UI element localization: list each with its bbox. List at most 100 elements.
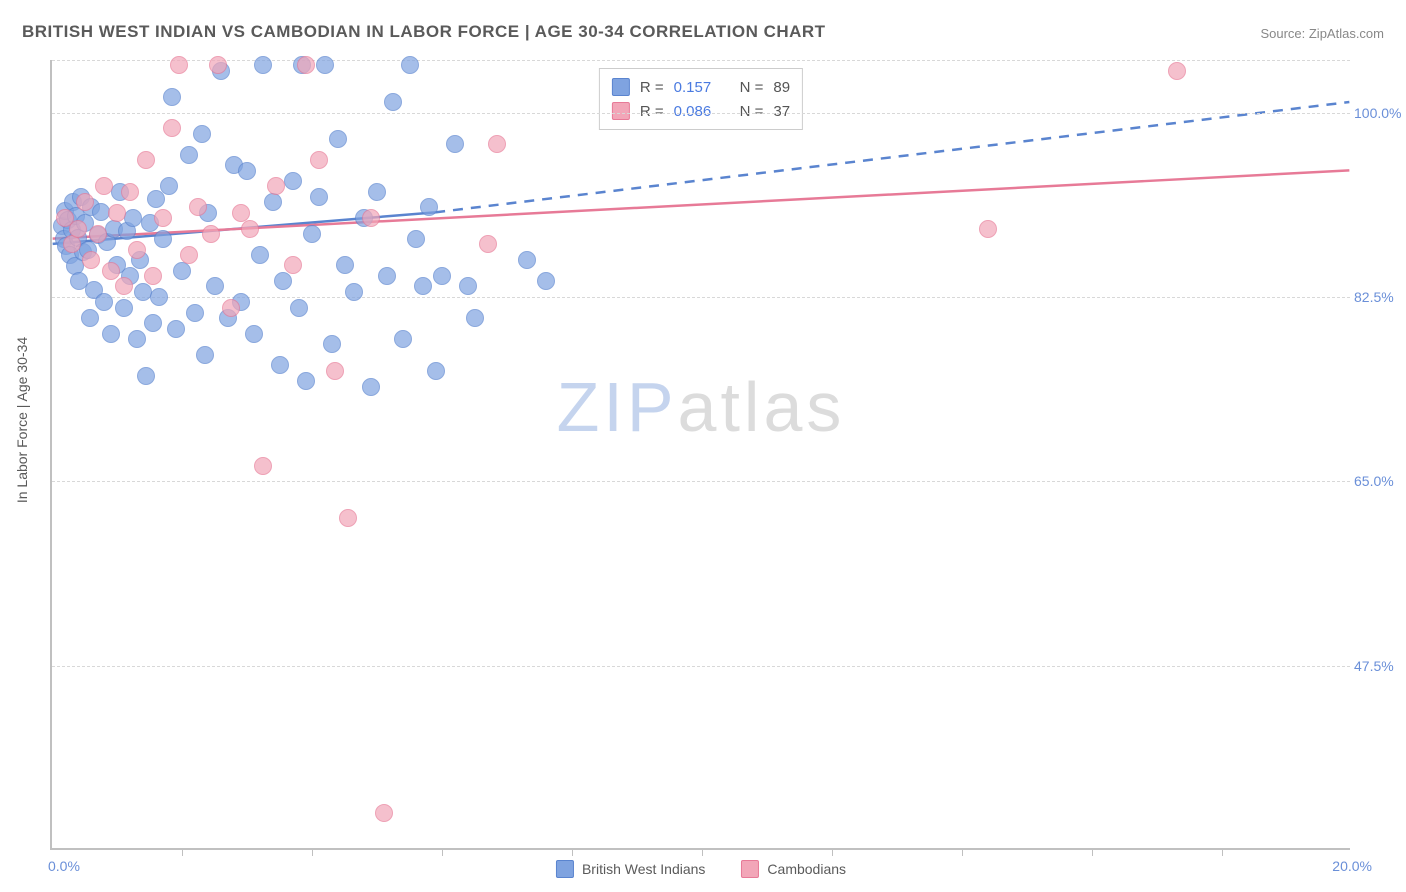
- n-value: 89: [773, 79, 790, 96]
- x-axis-max-label: 20.0%: [1332, 858, 1372, 874]
- scatter-point: [76, 193, 94, 211]
- scatter-point: [173, 262, 191, 280]
- watermark: ZIPatlas: [557, 367, 846, 447]
- scatter-point: [420, 198, 438, 216]
- y-tick-label: 82.5%: [1354, 289, 1406, 305]
- scatter-point: [459, 277, 477, 295]
- x-axis-min-label: 0.0%: [48, 858, 80, 874]
- scatter-point: [238, 162, 256, 180]
- scatter-point: [384, 93, 402, 111]
- scatter-point: [267, 177, 285, 195]
- legend-label: Cambodians: [767, 861, 846, 877]
- scatter-point: [284, 256, 302, 274]
- legend-swatch: [612, 102, 630, 120]
- n-value: 37: [773, 103, 790, 120]
- r-value: 0.086: [674, 103, 724, 120]
- scatter-point: [303, 225, 321, 243]
- scatter-point: [163, 119, 181, 137]
- scatter-point: [160, 177, 178, 195]
- scatter-point: [284, 172, 302, 190]
- scatter-point: [290, 299, 308, 317]
- gridline-horizontal: [52, 113, 1350, 114]
- legend-item: British West Indians: [556, 860, 705, 878]
- scatter-point: [414, 277, 432, 295]
- series-legend: British West Indians Cambodians: [556, 860, 846, 878]
- scatter-point: [394, 330, 412, 348]
- scatter-point: [69, 220, 87, 238]
- scatter-point: [245, 325, 263, 343]
- scatter-point: [251, 246, 269, 264]
- scatter-point: [115, 299, 133, 317]
- scatter-point: [310, 188, 328, 206]
- scatter-point: [121, 183, 139, 201]
- r-label: R =: [640, 79, 664, 96]
- scatter-point: [401, 56, 419, 74]
- scatter-point: [271, 356, 289, 374]
- correlation-row: R = 0.157N = 89: [612, 75, 790, 99]
- scatter-point: [254, 457, 272, 475]
- scatter-point: [274, 272, 292, 290]
- scatter-point: [310, 151, 328, 169]
- watermark-zip: ZIP: [557, 368, 678, 446]
- scatter-point: [537, 272, 555, 290]
- scatter-point: [375, 804, 393, 822]
- scatter-point: [170, 56, 188, 74]
- y-axis-label: In Labor Force | Age 30-34: [14, 337, 30, 503]
- scatter-point: [102, 325, 120, 343]
- scatter-point: [339, 509, 357, 527]
- scatter-point: [89, 225, 107, 243]
- x-tick: [1092, 848, 1093, 856]
- scatter-point: [407, 230, 425, 248]
- legend-swatch: [741, 860, 759, 878]
- gridline-horizontal: [52, 60, 1350, 61]
- scatter-point: [196, 346, 214, 364]
- chart-plot-area: ZIPatlas R = 0.157N = 89R = 0.086N = 37 …: [50, 60, 1350, 850]
- scatter-point: [202, 225, 220, 243]
- y-tick-label: 47.5%: [1354, 658, 1406, 674]
- scatter-point: [329, 130, 347, 148]
- source-link[interactable]: ZipAtlas.com: [1309, 26, 1384, 41]
- scatter-point: [128, 241, 146, 259]
- scatter-point: [433, 267, 451, 285]
- scatter-point: [326, 362, 344, 380]
- scatter-point: [362, 209, 380, 227]
- scatter-point: [124, 209, 142, 227]
- scatter-point: [323, 335, 341, 353]
- scatter-point: [81, 309, 99, 327]
- scatter-point: [108, 204, 126, 222]
- correlation-row: R = 0.086N = 37: [612, 99, 790, 123]
- correlation-legend: R = 0.157N = 89R = 0.086 N = 37: [599, 68, 803, 130]
- n-label: N =: [740, 79, 764, 96]
- scatter-point: [154, 230, 172, 248]
- x-tick: [702, 848, 703, 856]
- scatter-point: [137, 151, 155, 169]
- scatter-point: [150, 288, 168, 306]
- scatter-point: [362, 378, 380, 396]
- legend-swatch: [612, 78, 630, 96]
- scatter-point: [488, 135, 506, 153]
- scatter-point: [479, 235, 497, 253]
- scatter-point: [254, 56, 272, 74]
- scatter-point: [241, 220, 259, 238]
- scatter-point: [180, 246, 198, 264]
- scatter-point: [209, 56, 227, 74]
- scatter-point: [128, 330, 146, 348]
- scatter-point: [115, 277, 133, 295]
- x-tick: [312, 848, 313, 856]
- scatter-point: [102, 262, 120, 280]
- scatter-point: [206, 277, 224, 295]
- n-label: N =: [740, 103, 764, 120]
- scatter-point: [345, 283, 363, 301]
- x-tick: [572, 848, 573, 856]
- gridline-horizontal: [52, 666, 1350, 667]
- source-label: Source:: [1260, 26, 1308, 41]
- scatter-point: [222, 299, 240, 317]
- scatter-point: [134, 283, 152, 301]
- scatter-point: [378, 267, 396, 285]
- x-tick: [1222, 848, 1223, 856]
- scatter-point: [189, 198, 207, 216]
- y-tick-label: 100.0%: [1354, 105, 1406, 121]
- scatter-point: [264, 193, 282, 211]
- x-tick: [832, 848, 833, 856]
- scatter-point: [316, 56, 334, 74]
